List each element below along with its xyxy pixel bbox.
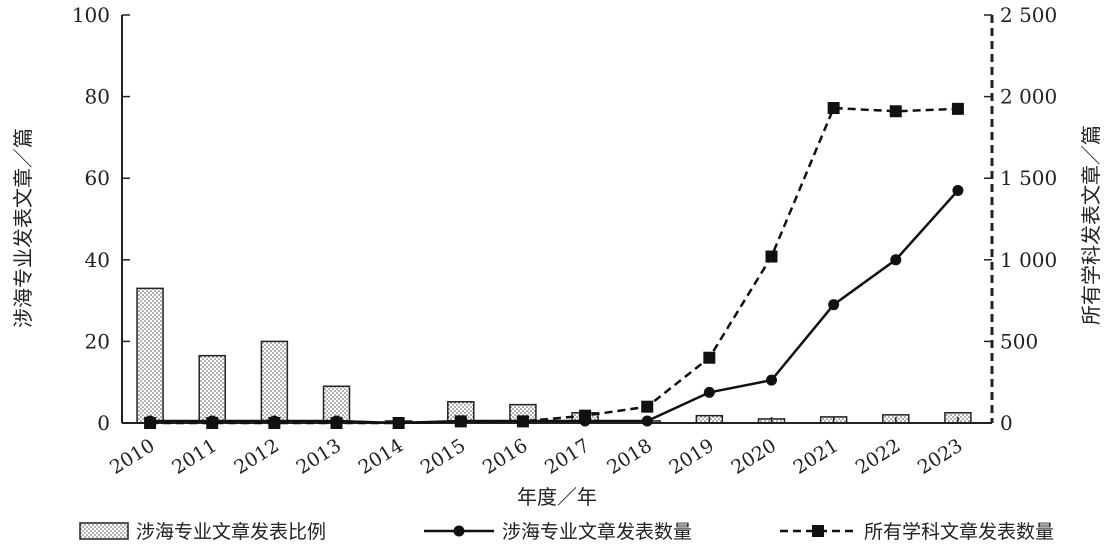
circle-marker-2023 <box>952 184 964 196</box>
square-marker-2020 <box>765 250 778 263</box>
legend-dashed-marker <box>812 525 824 537</box>
legend-bar-swatch <box>79 522 129 540</box>
y-ticks-left: 0 20 40 60 80 100 <box>72 3 130 435</box>
x-tick-label: 2020 <box>727 435 780 479</box>
circle-marker-2021 <box>828 299 840 311</box>
legend-label-dashed: 所有学科文章发表数量 <box>864 521 1054 543</box>
y-axis-label-right: 所有学科发表文章／篇 <box>1079 125 1103 325</box>
x-tick-label: 2017 <box>541 435 594 479</box>
circle-marker-2012 <box>268 415 280 427</box>
x-tick-label: 2021 <box>790 435 843 479</box>
x-tick-label: 2013 <box>292 435 345 479</box>
square-marker-2019 <box>703 351 716 364</box>
circle-marker-2014 <box>393 417 405 429</box>
circle-marker-2019 <box>703 386 715 398</box>
circle-marker-2010 <box>144 415 156 427</box>
square-marker-2018 <box>641 400 654 413</box>
y-tick-label-left: 60 <box>85 166 110 190</box>
square-marker-2023 <box>951 102 964 115</box>
x-tick-label: 2014 <box>355 435 408 479</box>
square-marker-2022 <box>889 105 902 118</box>
axes <box>121 15 994 424</box>
bar-2010 <box>136 287 164 424</box>
circle-marker-2011 <box>206 415 218 427</box>
y-tick-label-right: 1 500 <box>1000 166 1057 190</box>
x-tick-label: 2019 <box>665 435 718 479</box>
y-tick-label-left: 40 <box>85 248 110 272</box>
y-tick-label-right: 2 000 <box>1000 85 1057 109</box>
x-tick-label: 2023 <box>914 435 967 479</box>
y-axis-label-left: 涉海专业发表文章／篇 <box>11 128 35 328</box>
y-tick-label-right: 0 <box>1000 411 1013 435</box>
y-tick-label-right: 500 <box>1000 329 1038 353</box>
circle-marker-2016 <box>517 415 529 427</box>
legend-label-bar: 涉海专业文章发表比例 <box>136 521 326 543</box>
circle-marker-2020 <box>766 374 777 386</box>
x-tick-label: 2011 <box>168 435 221 479</box>
legend: 涉海专业文章发表比例 涉海专业文章发表数量 所有学科文章发表数量 <box>79 521 1054 543</box>
x-tick-label: 2010 <box>106 435 159 479</box>
y-ticks-right: 0 500 1 000 1 500 2 000 2 500 <box>984 3 1057 435</box>
y-tick-label-right: 2 500 <box>1000 3 1057 27</box>
x-tick-label: 2016 <box>479 435 532 479</box>
circle-marker-2013 <box>331 415 342 427</box>
dashed-line-all-subjects <box>150 106 958 425</box>
y-tick-label-left: 100 <box>72 3 110 27</box>
circle-marker-2015 <box>455 415 467 427</box>
solid-line-marine <box>150 189 959 425</box>
y-tick-label-left: 20 <box>85 329 110 353</box>
x-tick-label: 2022 <box>852 435 905 479</box>
legend-label-line: 涉海专业文章发表数量 <box>502 521 692 543</box>
bar-2011 <box>198 354 226 424</box>
bar-series <box>136 287 972 424</box>
circle-marker-2017 <box>579 415 591 427</box>
y-tick-label-left: 0 <box>97 411 110 435</box>
x-axis-label: 年度／年 <box>517 485 597 509</box>
bar-2012 <box>260 340 289 424</box>
circle-marker-2018 <box>641 415 653 427</box>
x-tick-label: 2012 <box>230 435 283 479</box>
legend-line-marker <box>453 525 465 537</box>
y-tick-label-left: 80 <box>85 85 110 109</box>
x-ticks: 2010 2011 2012 2013 2014 2015 2016 2017 2018 2019… <box>106 417 967 479</box>
x-tick-label: 2018 <box>603 435 656 479</box>
line-series <box>144 102 964 429</box>
square-marker-2021 <box>827 102 840 115</box>
circle-marker-2022 <box>890 254 902 266</box>
x-tick-label: 2015 <box>417 435 470 479</box>
y-tick-label-right: 1 000 <box>1000 248 1057 272</box>
